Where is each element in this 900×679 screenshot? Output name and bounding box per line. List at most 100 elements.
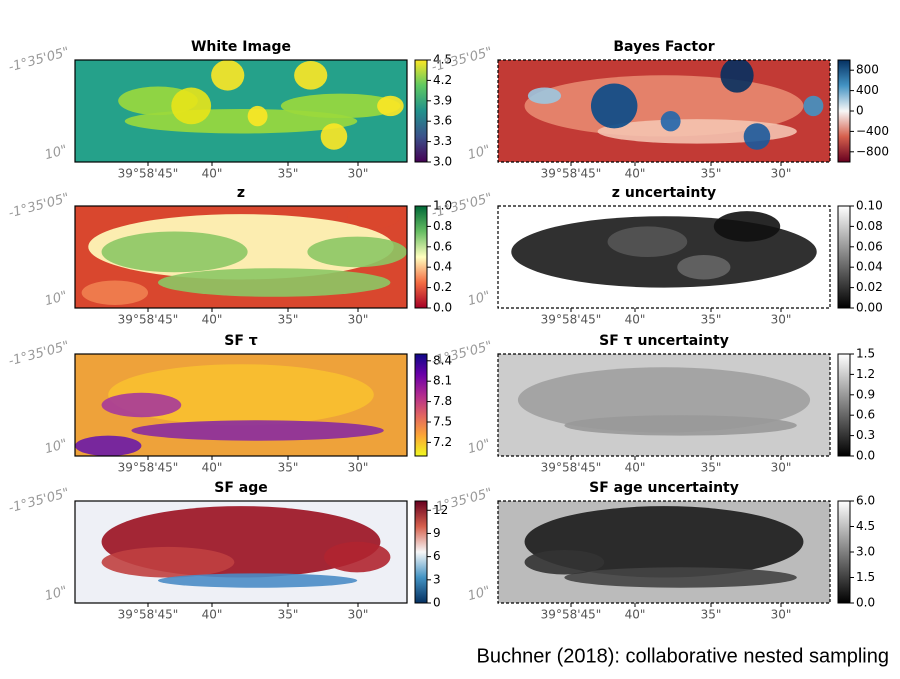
colorbar-tick-label: 9	[433, 526, 441, 540]
colorbar-tick-label: 0.0	[433, 301, 452, 315]
colorbar-tick-label: 1.5	[856, 347, 875, 361]
y-tick-label: 10"	[466, 289, 492, 309]
x-tick-label: 30"	[348, 608, 369, 622]
map-region	[247, 105, 268, 127]
panel-title: z	[237, 185, 245, 201]
colorbar-tick-label: 0.08	[856, 219, 883, 233]
x-tick-label: 35"	[701, 608, 722, 622]
map-region	[101, 231, 248, 273]
map-region	[590, 83, 638, 129]
x-tick-label: 30"	[771, 461, 792, 475]
map-image	[75, 60, 407, 162]
x-tick-label: 39°58'45"	[541, 461, 602, 475]
x-tick-label: 35"	[701, 461, 722, 475]
colorbar-tick-label: 0.2	[433, 280, 452, 294]
colorbar-tick-label: 8.1	[433, 374, 452, 388]
colorbar-tick-label: 0.0	[856, 449, 875, 463]
map-frame	[497, 500, 831, 604]
map-frame	[497, 59, 831, 163]
map-region	[101, 392, 182, 418]
x-tick-label: 30"	[348, 167, 369, 181]
map-region	[803, 95, 824, 117]
map-image	[498, 501, 830, 603]
panel-title: SF τ	[224, 333, 258, 349]
map-region	[677, 254, 731, 280]
map-image	[498, 60, 830, 162]
colorbar-tick-label: 3.6	[433, 114, 452, 128]
x-tick-label: 40"	[625, 313, 646, 327]
x-tick-label: 40"	[625, 461, 646, 475]
x-tick-label: 30"	[771, 167, 792, 181]
colorbar-tick-label: 0.00	[856, 301, 883, 315]
map-region	[81, 280, 149, 305]
colorbar-tick-label: 0.9	[856, 387, 875, 401]
map-image	[75, 354, 407, 456]
colorbar	[414, 205, 428, 309]
colorbar-tick-label: 0.8	[433, 219, 452, 233]
y-tick-label: -1°35'05"	[430, 486, 494, 517]
map-region	[307, 236, 407, 268]
colorbar-tick-label: 7.8	[433, 394, 452, 408]
map-frame	[74, 353, 408, 457]
y-tick-label: -1°35'05"	[7, 191, 71, 222]
colorbar	[837, 500, 851, 604]
colorbar-tick-label: 0.6	[433, 239, 452, 253]
x-tick-label: 39°58'45"	[118, 461, 179, 475]
colorbar	[414, 500, 428, 604]
map-region	[280, 93, 401, 119]
colorbar-tick-label: 3.0	[856, 545, 875, 559]
map-region	[324, 541, 391, 573]
colorbar-tick-label: 0.04	[856, 260, 883, 274]
colorbar-tick-label: 12	[433, 503, 448, 517]
panel-title: Bayes Factor	[613, 39, 714, 55]
x-tick-label: 30"	[771, 313, 792, 327]
map-region	[607, 226, 688, 257]
colorbar-tick-label: −400	[856, 124, 889, 138]
y-tick-label: 10"	[466, 584, 492, 604]
colorbar-tick-label: 6.0	[856, 494, 875, 508]
map-region	[320, 123, 348, 150]
panel-title: SF age uncertainty	[589, 480, 739, 496]
map-region	[158, 573, 358, 588]
x-tick-label: 40"	[202, 313, 223, 327]
map-frame	[74, 205, 408, 309]
colorbar	[414, 353, 428, 457]
colorbar-tick-label: 0.10	[856, 199, 883, 213]
colorbar	[414, 59, 428, 163]
y-tick-label: -1°35'05"	[430, 339, 494, 370]
map-region	[131, 420, 384, 441]
colorbar	[837, 353, 851, 457]
map-region	[377, 95, 404, 117]
colorbar-tick-label: 800	[856, 63, 879, 77]
colorbar-tick-label: 7.2	[433, 435, 452, 449]
colorbar-tick-label: 0.06	[856, 239, 883, 253]
panel-title: SF age	[214, 480, 267, 496]
colorbar-tick-label: 400	[856, 83, 879, 97]
colorbar	[837, 59, 851, 163]
x-tick-label: 35"	[278, 313, 299, 327]
y-tick-label: 10"	[466, 437, 492, 457]
x-tick-label: 40"	[625, 608, 646, 622]
map-region	[101, 546, 235, 578]
colorbar-tick-label: 3.9	[433, 93, 452, 107]
colorbar-tick-label: 0.6	[856, 408, 875, 422]
y-tick-label: 10"	[43, 289, 69, 309]
map-frame	[497, 353, 831, 457]
x-tick-label: 39°58'45"	[541, 313, 602, 327]
x-tick-label: 35"	[278, 167, 299, 181]
x-tick-label: 40"	[202, 167, 223, 181]
x-tick-label: 39°58'45"	[541, 167, 602, 181]
x-tick-label: 39°58'45"	[118, 167, 179, 181]
colorbar-tick-label: 1.5	[856, 570, 875, 584]
colorbar-tick-label: 1.0	[433, 199, 452, 213]
map-frame	[497, 205, 831, 309]
map-region	[211, 60, 245, 91]
colorbar-tick-label: 0	[433, 596, 441, 610]
y-tick-label: -1°35'05"	[7, 486, 71, 517]
x-tick-label: 40"	[202, 461, 223, 475]
colorbar-tick-label: 3.0	[433, 155, 452, 169]
panel-title: SF τ uncertainty	[599, 333, 729, 349]
footer: Buchner (2018): collaborative nested sam…	[477, 645, 889, 667]
y-tick-label: 10"	[43, 143, 69, 163]
map-region	[720, 60, 754, 93]
